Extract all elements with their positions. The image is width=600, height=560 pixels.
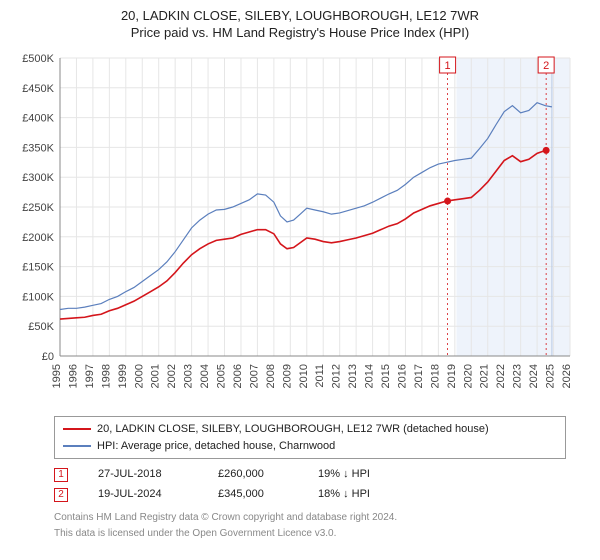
svg-text:2018: 2018	[429, 364, 441, 388]
svg-text:2024: 2024	[528, 364, 540, 388]
line-chart-svg: £0 £50K £100K £150K £200K £250K £300K £350K £400…	[12, 48, 588, 408]
legend: 20, LADKIN CLOSE, SILEBY, LOUGHBOROUGH, …	[54, 416, 566, 459]
svg-text:1997: 1997	[84, 364, 96, 388]
svg-text:2016: 2016	[396, 364, 408, 388]
sale-diff-1: 19% ↓ HPI	[318, 465, 408, 485]
svg-text:2021: 2021	[479, 364, 491, 388]
svg-text:£400K: £400K	[22, 113, 54, 125]
svg-text:2003: 2003	[183, 364, 195, 388]
svg-text:2012: 2012	[331, 364, 343, 388]
svg-text:2008: 2008	[265, 364, 277, 388]
legend-label-property: 20, LADKIN CLOSE, SILEBY, LOUGHBOROUGH, …	[97, 421, 489, 438]
sale-date-2: 19-JUL-2024	[98, 485, 188, 505]
svg-text:1998: 1998	[100, 364, 112, 388]
chart-subtitle: Price paid vs. HM Land Registry's House …	[12, 25, 588, 40]
legend-swatch-property	[63, 428, 91, 430]
svg-text:2002: 2002	[166, 364, 178, 388]
svg-text:2011: 2011	[314, 364, 326, 388]
footnote-2: This data is licensed under the Open Gov…	[54, 527, 566, 541]
svg-text:£450K: £450K	[22, 83, 54, 95]
svg-text:£200K: £200K	[22, 232, 54, 244]
svg-text:2004: 2004	[199, 364, 211, 388]
legend-row-property: 20, LADKIN CLOSE, SILEBY, LOUGHBOROUGH, …	[63, 421, 557, 438]
svg-text:2017: 2017	[413, 364, 425, 388]
svg-text:2020: 2020	[462, 364, 474, 388]
svg-text:2010: 2010	[298, 364, 310, 388]
svg-text:£250K: £250K	[22, 202, 54, 214]
svg-text:£150K: £150K	[22, 262, 54, 274]
svg-text:£500K: £500K	[22, 53, 54, 65]
svg-text:1999: 1999	[117, 364, 129, 388]
svg-text:2001: 2001	[150, 364, 162, 388]
svg-text:2009: 2009	[281, 364, 293, 388]
svg-text:2026: 2026	[561, 364, 573, 388]
sale-row-1: 1 27-JUL-2018 £260,000 19% ↓ HPI	[54, 465, 566, 485]
svg-text:2019: 2019	[446, 364, 458, 388]
svg-text:2015: 2015	[380, 364, 392, 388]
svg-text:2000: 2000	[133, 364, 145, 388]
sale-date-1: 27-JUL-2018	[98, 465, 188, 485]
svg-text:1996: 1996	[67, 364, 79, 388]
svg-text:£100K: £100K	[22, 291, 54, 303]
sale-row-2: 2 19-JUL-2024 £345,000 18% ↓ HPI	[54, 485, 566, 505]
sale-marker-2: 2	[54, 488, 68, 502]
legend-swatch-hpi	[63, 445, 91, 447]
sale-diff-2: 18% ↓ HPI	[318, 485, 408, 505]
svg-text:2022: 2022	[495, 364, 507, 388]
svg-text:2023: 2023	[512, 364, 524, 388]
legend-row-hpi: HPI: Average price, detached house, Char…	[63, 438, 557, 455]
svg-text:1995: 1995	[51, 364, 63, 388]
svg-text:1: 1	[445, 60, 451, 72]
svg-text:2007: 2007	[248, 364, 260, 388]
svg-text:2005: 2005	[216, 364, 228, 388]
footnote-1: Contains HM Land Registry data © Crown c…	[54, 511, 566, 525]
sale-price-2: £345,000	[218, 485, 288, 505]
chart-area: £0 £50K £100K £150K £200K £250K £300K £350K £400…	[12, 48, 588, 408]
svg-text:£350K: £350K	[22, 142, 54, 154]
sale-marker-1: 1	[54, 468, 68, 482]
legend-label-hpi: HPI: Average price, detached house, Char…	[97, 438, 335, 455]
svg-text:2014: 2014	[364, 364, 376, 388]
svg-text:2006: 2006	[232, 364, 244, 388]
svg-text:2025: 2025	[545, 364, 557, 388]
svg-text:£50K: £50K	[28, 321, 54, 333]
svg-text:£300K: £300K	[22, 172, 54, 184]
chart-container: 20, LADKIN CLOSE, SILEBY, LOUGHBOROUGH, …	[0, 0, 600, 549]
sale-price-1: £260,000	[218, 465, 288, 485]
svg-text:£0: £0	[42, 351, 54, 363]
chart-title: 20, LADKIN CLOSE, SILEBY, LOUGHBOROUGH, …	[12, 8, 588, 23]
sales-table: 1 27-JUL-2018 £260,000 19% ↓ HPI 2 19-JU…	[54, 465, 566, 505]
svg-text:2: 2	[543, 60, 549, 72]
svg-text:2013: 2013	[347, 364, 359, 388]
